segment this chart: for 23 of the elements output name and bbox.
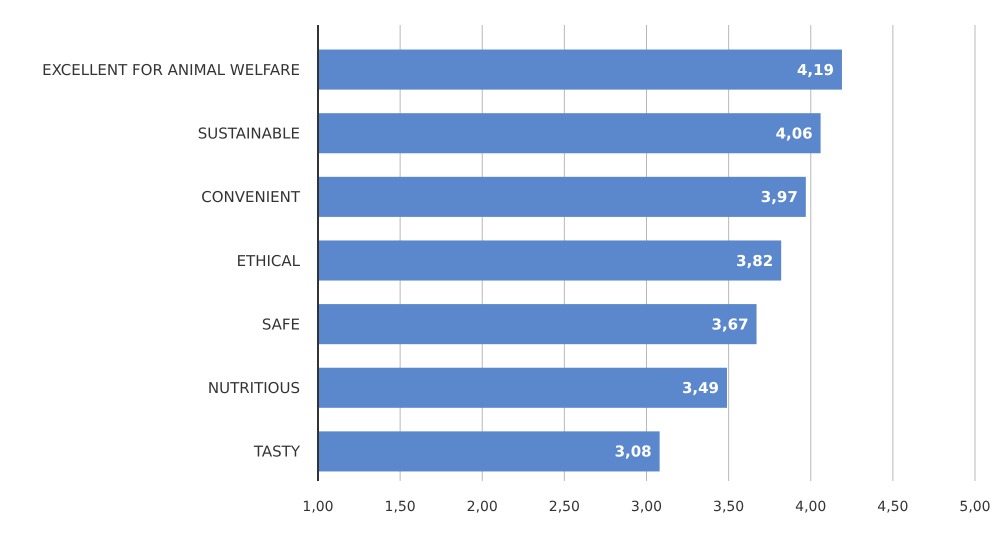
data-label: 3,08: [614, 442, 652, 461]
x-tick-label: 5,00: [959, 499, 991, 515]
y-tick-label: NUTRITIOUS: [208, 379, 300, 398]
y-tick-label: CONVENIENT: [201, 188, 301, 206]
data-label: 3,67: [712, 315, 749, 334]
data-label: 4,06: [776, 124, 813, 142]
data-label: 3,97: [760, 188, 798, 206]
x-tick-label: 3,00: [630, 499, 662, 515]
y-tick-label: EXCELLENT FOR ANIMAL WELFARE: [42, 60, 300, 79]
x-tick-label: 2,50: [548, 499, 580, 515]
x-tick-label: 4,00: [795, 499, 826, 515]
x-tick-label: 2,00: [466, 499, 498, 515]
x-tick-label: 1,50: [384, 499, 416, 515]
y-tick-label: SUSTAINABLE: [198, 124, 300, 142]
data-label: 4,19: [796, 60, 834, 79]
y-tick-label: SAFE: [262, 315, 300, 334]
y-tick-label: TASTY: [252, 442, 301, 461]
x-tick-label: 1,00: [302, 499, 334, 515]
data-label: 3,82: [736, 252, 774, 270]
x-tick-label: 4,50: [877, 499, 908, 515]
y-tick-label: ETHICAL: [236, 252, 301, 270]
data-label: 3,49: [682, 379, 719, 398]
x-tick-label: 3,50: [713, 499, 744, 515]
